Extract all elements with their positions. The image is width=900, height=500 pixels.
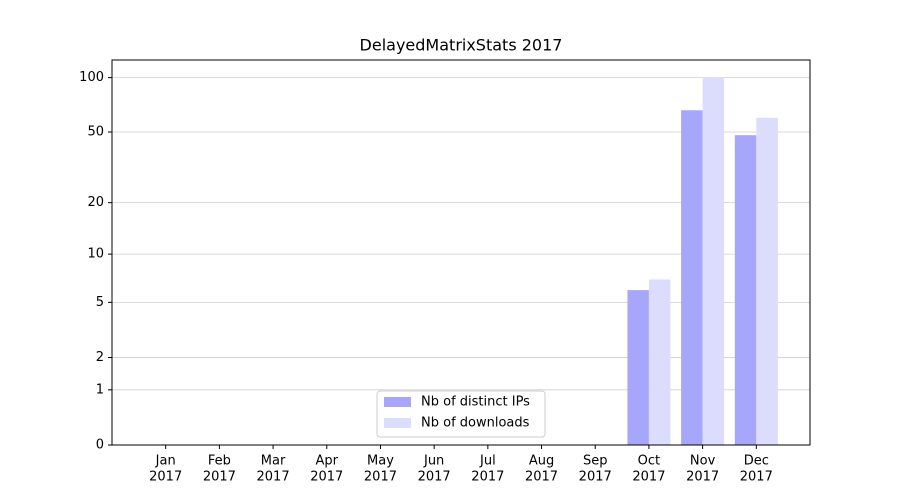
- x-tick-label: 2017: [257, 470, 290, 485]
- plot-frame: [111, 59, 811, 446]
- bar: [627, 290, 649, 445]
- bar: [648, 279, 671, 445]
- y-tick-label: 1: [96, 382, 104, 397]
- legend-label: Nb of distinct IPs: [421, 395, 530, 410]
- x-tick-label: 2017: [686, 470, 719, 485]
- y-tick-label: 0: [96, 438, 104, 453]
- y-tick-label: 2: [96, 350, 104, 365]
- legend-box: [376, 390, 546, 438]
- x-tick-label: Nov: [690, 454, 716, 469]
- x-tick-label: 2017: [579, 470, 612, 485]
- x-tick-label: 2017: [418, 470, 451, 485]
- x-tick-label: 2017: [740, 470, 773, 485]
- bar: [702, 77, 725, 446]
- chart-title: DelayedMatrixStats 2017: [360, 36, 563, 55]
- x-tick-label: Aug: [529, 454, 554, 469]
- x-tick-label: 2017: [310, 470, 343, 485]
- bar: [681, 110, 703, 445]
- y-tick-label: 5: [96, 295, 104, 310]
- bar: [734, 135, 757, 446]
- y-tick-label: 10: [87, 247, 104, 262]
- legend-label: Nb of downloads: [421, 416, 530, 431]
- x-tick-label: 2017: [471, 470, 504, 485]
- x-tick-label: 2017: [364, 470, 397, 485]
- x-tick-label: May: [367, 454, 394, 469]
- y-tick-label: 100: [79, 70, 104, 85]
- x-tick-label: 2017: [203, 470, 236, 485]
- legend-swatch: [384, 418, 411, 428]
- x-tick-label: 2017: [149, 470, 182, 485]
- bar: [756, 117, 778, 445]
- x-tick-label: 2017: [632, 470, 665, 485]
- x-tick-label: Dec: [744, 454, 769, 469]
- y-tick-label: 20: [87, 195, 104, 210]
- x-tick-label: 2017: [525, 470, 558, 485]
- x-tick-label: Jul: [479, 454, 496, 469]
- legend-swatch: [384, 397, 411, 407]
- x-tick-label: Feb: [208, 454, 231, 469]
- x-tick-label: Sep: [583, 454, 608, 469]
- x-tick-label: Apr: [316, 454, 339, 469]
- x-tick-label: Mar: [261, 454, 286, 469]
- x-tick-label: Oct: [638, 454, 660, 469]
- y-tick-label: 50: [87, 125, 104, 140]
- x-tick-label: Jan: [155, 454, 176, 469]
- x-tick-label: Jun: [423, 454, 444, 469]
